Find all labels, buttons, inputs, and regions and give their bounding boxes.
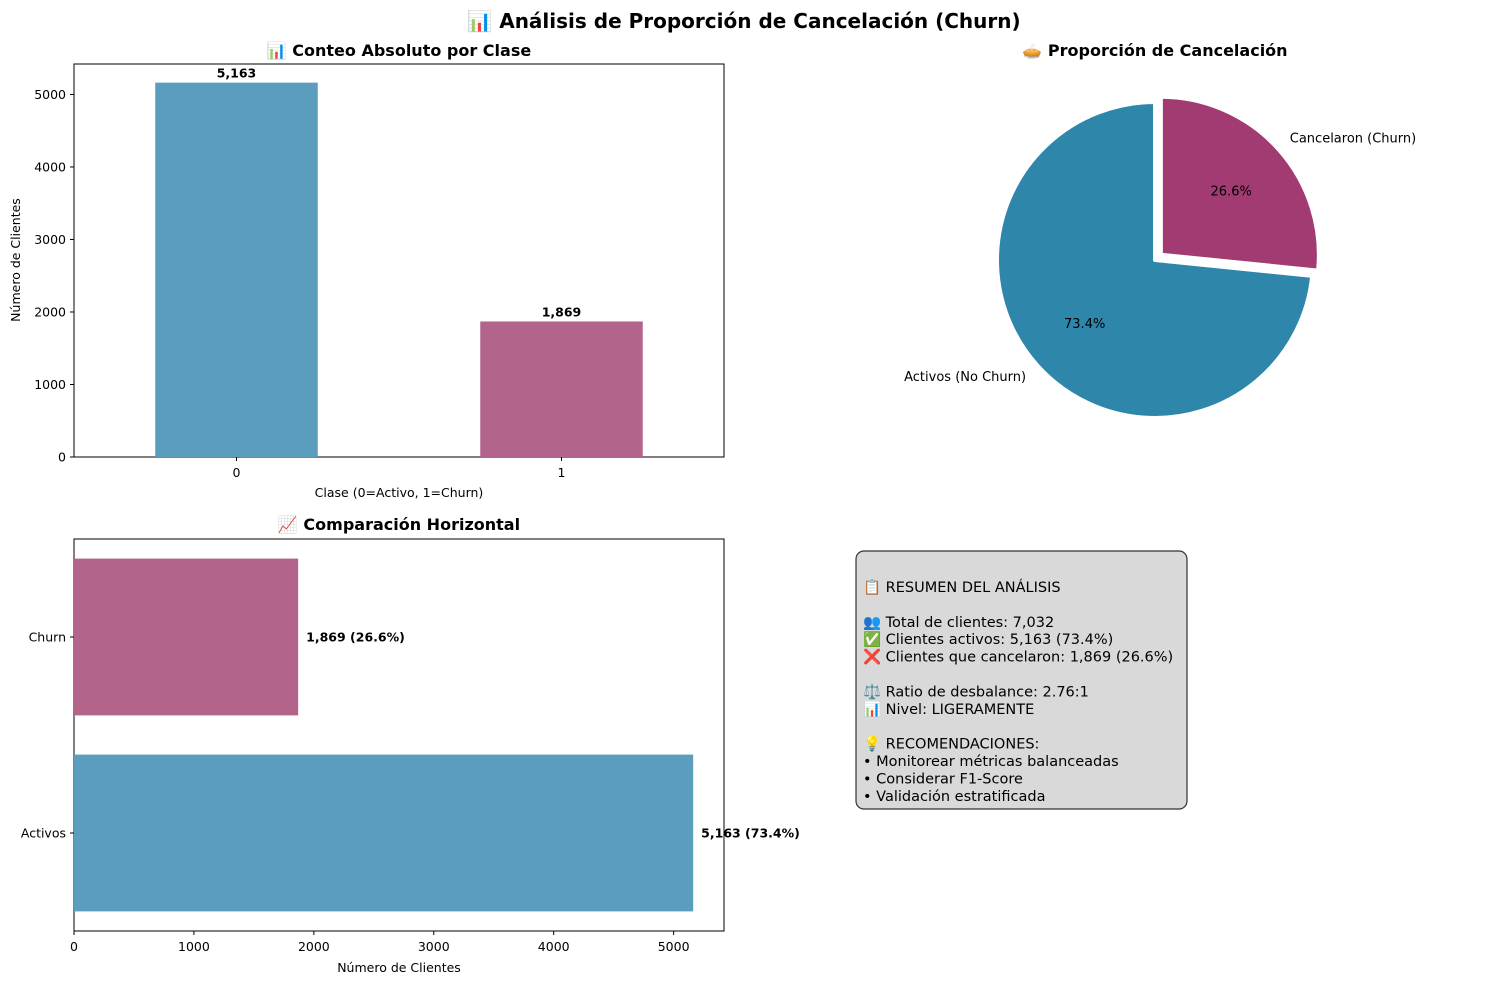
x-tick-label: 1000 (178, 939, 210, 954)
hbar-chart-marks: 5,163 (73.4%) 1,869 (26.6%) (74, 558, 800, 912)
pie-chart-panel: 🥧 Proporción de Cancelación 73.4% Activos… (904, 41, 1416, 420)
summary-line: 👥 Total de clientes: 7,032 (863, 615, 1054, 631)
summary-line: • Monitorear métricas balanceadas (863, 754, 1119, 770)
bar-chart-marks: 5,163 1,869 (155, 66, 643, 457)
hbar-chart-panel: 📈 Comparación Horizontal 5,163 (73.4%) 1,… (21, 515, 800, 975)
summary-line: 📊 Nivel: LIGERAMENTE (863, 700, 1034, 718)
hbar-chart-title: 📈 Comparación Horizontal (278, 515, 520, 534)
x-tick-label: 0 (70, 939, 78, 954)
hbar-data-label: 5,163 (73.4%) (701, 826, 800, 841)
bar-1 (480, 321, 643, 457)
hbar-data-label: 1,869 (26.6%) (306, 630, 405, 645)
pie-slice-0 (995, 100, 1315, 420)
pie-chart-marks: 73.4% Activos (No Churn) 26.6% Cancelaron (… (904, 94, 1416, 420)
y-tick-label: Churn (29, 630, 66, 645)
bar-chart-title: 📊 Conteo Absoluto por Clase (267, 41, 532, 60)
hbar-chart-x-ticks: 0 1000 2000 3000 4000 5000 (70, 931, 690, 954)
y-tick-label: 1000 (34, 377, 66, 392)
y-tick-label: Activos (21, 826, 66, 841)
x-tick-label: 1 (558, 465, 566, 480)
bar-chart-y-label: Número de Clientes (8, 198, 23, 322)
y-tick-label: 3000 (34, 232, 66, 247)
summary-line: ⚖️ Ratio de desbalance: 2.76:1 (863, 682, 1089, 700)
figure-title: 📊 Análisis de Proporción de Cancelación … (467, 9, 1020, 33)
hbar-chart-frame (73, 538, 725, 932)
summary-box (855, 550, 1188, 810)
y-tick-label: 2000 (34, 304, 66, 319)
bar-data-label: 5,163 (217, 66, 257, 81)
pie-slice-1 (1158, 94, 1321, 273)
summary-line: • Validación estratificada (863, 789, 1045, 805)
y-tick-label: 0 (58, 450, 66, 465)
x-tick-label: 5000 (658, 939, 690, 954)
bar-chart-panel: 📊 Conteo Absoluto por Clase 5,163 1,869 0… (8, 41, 725, 500)
y-tick-label: 5000 (34, 87, 66, 102)
pie-slice-label: Cancelaron (Churn) (1290, 132, 1416, 147)
summary-line: 📋 RESUMEN DEL ANÁLISIS (863, 578, 1061, 596)
x-tick-label: 2000 (298, 939, 330, 954)
pie-pct-label: 26.6% (1211, 185, 1252, 200)
summary-line: ❌ Clientes que cancelaron: 1,869 (26.6%) (863, 648, 1173, 666)
summary-text: 📋 RESUMEN DEL ANÁLISIS 👥 Total de cliente… (863, 578, 1173, 805)
pie-slice-label: Activos (No Churn) (904, 370, 1026, 385)
bar-data-label: 1,869 (542, 304, 582, 319)
summary-line: ✅ Clientes activos: 5,163 (73.4%) (863, 630, 1113, 648)
hbar-activos (74, 754, 694, 912)
summary-panel: 📋 RESUMEN DEL ANÁLISIS 👥 Total de cliente… (855, 550, 1188, 810)
summary-line: 💡 RECOMENDACIONES: (863, 735, 1039, 753)
pie-pct-label: 73.4% (1064, 317, 1105, 332)
x-tick-label: 4000 (538, 939, 570, 954)
summary-line: • Considerar F1-Score (863, 771, 1023, 787)
x-tick-label: 0 (233, 465, 241, 480)
bar-0 (155, 82, 318, 457)
x-tick-label: 3000 (418, 939, 450, 954)
bar-chart-x-label: Clase (0=Activo, 1=Churn) (315, 485, 484, 500)
hbar-chart-y-ticks: Activos Churn (21, 630, 74, 841)
pie-chart-title: 🥧 Proporción de Cancelación (1022, 41, 1287, 60)
hbar-chart-x-label: Número de Clientes (337, 960, 461, 975)
y-tick-label: 4000 (34, 159, 66, 174)
bar-chart-frame (73, 63, 725, 458)
hbar-churn (74, 558, 299, 716)
bar-chart-y-ticks: 0 1000 2000 3000 4000 5000 (34, 87, 74, 465)
